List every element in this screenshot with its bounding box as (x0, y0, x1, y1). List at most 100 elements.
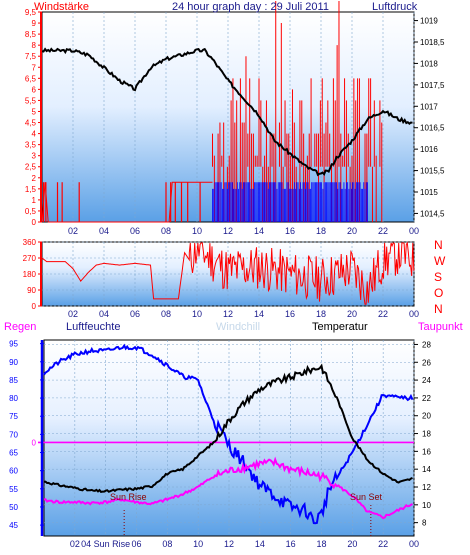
wind-direction-line (41, 241, 415, 305)
pressure-right-tick-label: 1015,5 (420, 167, 445, 176)
humidity-tick-label: 85 (9, 376, 18, 385)
pressure-right-tick-label: 1019 (420, 17, 438, 26)
temperature-tick-label: 28 (422, 340, 431, 349)
temperature-tick-label: 18 (422, 430, 431, 439)
dir-y-tick-label: 270 (23, 254, 37, 263)
direction-label-n2: N (434, 302, 443, 316)
climate-x-tick-label: 12 (224, 539, 234, 549)
wind-left-tick-label: 6,5 (25, 74, 37, 83)
dewpoint-line (43, 456, 413, 520)
direction-label-n1: N (434, 238, 443, 252)
climate-x-tick-label: 04 Sun Rise (81, 539, 130, 549)
wind-x-tick-label: 18 (316, 226, 326, 236)
wind-left-tick-label: 1 (32, 196, 37, 205)
wind-pressure-marks (41, 0, 413, 223)
wind-baseline-line (41, 181, 213, 223)
pressure-right-tick-label: 1016,5 (420, 124, 445, 133)
wind-x-tick-label: 22 (378, 226, 388, 236)
wind-x-tick-label: 00 (409, 226, 419, 236)
wind-x-tick-label: 10 (192, 226, 202, 236)
wind-x-tick-label: 12 (223, 226, 233, 236)
regen-label: Regen (4, 321, 36, 333)
windchill-label: Windchill (216, 321, 260, 333)
rain-zero-label: 0 (32, 438, 37, 447)
wind-x-tick-label: 04 (99, 226, 109, 236)
temperatur-label: Temperatur (312, 321, 368, 333)
wind-left-tick-label: 9 (32, 19, 37, 28)
pressure-right-tick-label: 1018 (420, 59, 438, 68)
wind-x-tick-label: 08 (161, 226, 171, 236)
humidity-tick-label: 65 (9, 449, 18, 458)
humidity-tick-label: 55 (9, 485, 18, 494)
climate-x-tick-label: 08 (162, 539, 172, 549)
humidity-line (43, 343, 414, 525)
temperature-tick-label: 14 (422, 465, 431, 474)
dir-x-tick-label: 10 (192, 309, 202, 319)
climate-x-tick-label: 02 (70, 539, 80, 549)
direction-label-w: W (434, 254, 446, 268)
wind-left-tick-label: 2 (32, 174, 37, 183)
wind-left-tick-label: 3,5 (25, 141, 37, 150)
dir-y-tick-label: 180 (23, 270, 37, 279)
dir-x-tick-label: 08 (161, 309, 171, 319)
pressure-right-tick-label: 1018,5 (420, 38, 445, 47)
luftfeuchte-label: Luftfeuchte (66, 321, 120, 333)
wind-left-tick-label: 7,5 (25, 52, 37, 61)
dir-x-tick-label: 14 (254, 309, 264, 319)
temperature-line (43, 363, 413, 493)
pressure-right-tick-label: 1015 (420, 188, 438, 197)
dir-x-tick-label: 02 (68, 309, 78, 319)
pressure-line (41, 47, 413, 177)
temperature-tick-label: 20 (422, 412, 431, 421)
wind-direction-marks (41, 241, 415, 305)
dir-y-tick-label: 0 (32, 302, 37, 311)
pressure-right-tick-label: 1016 (420, 145, 438, 154)
climate-axes: 02 04 Sun Rise 06 08 10 12 14 16 18 20 22 004550556… (9, 340, 431, 549)
humidity-tick-label: 80 (9, 394, 18, 403)
pressure-right-tick-label: 1017,5 (420, 81, 445, 90)
climate-x-tick-label: 20 (347, 539, 357, 549)
humidity-tick-label: 90 (9, 358, 18, 367)
wind-left-tick-label: 7 (32, 63, 37, 72)
climate-x-tick-label: 10 (193, 539, 203, 549)
wind-left-tick-label: 6 (32, 85, 37, 94)
climate-x-tick-label: 06 (131, 539, 141, 549)
wind-left-tick-label: 4,5 (25, 119, 37, 128)
climate-x-tick-label: 16 (286, 539, 296, 549)
temperature-tick-label: 22 (422, 394, 431, 403)
climate-x-tick-label: 14 (255, 539, 265, 549)
luftdruck-title: Luftdruck (372, 1, 418, 13)
dir-x-tick-label: 22 (378, 309, 388, 319)
wind-left-tick-label: 5,5 (25, 96, 37, 105)
wind-left-tick-label: 0 (32, 218, 37, 227)
climate-x-tick-label: 00 (409, 539, 419, 549)
dir-x-tick-label: 06 (130, 309, 140, 319)
wind-left-tick-label: 4 (32, 130, 37, 139)
dir-x-tick-label: 20 (347, 309, 357, 319)
temperature-tick-label: 8 (422, 519, 427, 528)
wind-x-tick-label: 16 (285, 226, 295, 236)
dir-y-tick-label: 360 (23, 238, 37, 247)
humidity-tick-label: 75 (9, 412, 18, 421)
wind-left-tick-label: 0,5 (25, 207, 37, 216)
dir-x-tick-label: 18 (316, 309, 326, 319)
temperature-tick-label: 12 (422, 483, 431, 492)
wind-pressure-axes: 02 04 06 08 10 12 14 16 18 20 22 0000,511,522,533,5… (25, 8, 445, 236)
dir-x-tick-label: 16 (285, 309, 295, 319)
temperature-tick-label: 24 (422, 376, 431, 385)
humidity-tick-label: 70 (9, 430, 18, 439)
wind-left-tick-label: 3 (32, 152, 37, 161)
pressure-right-tick-label: 1014,5 (420, 209, 445, 218)
climate-x-tick-label: 18 (316, 539, 326, 549)
taupunkt-label: Taupunkt (418, 321, 463, 333)
graph-title: 24 hour graph day : 29 Juli 2011 (172, 1, 329, 13)
dir-x-tick-label: 00 (409, 309, 419, 319)
temperature-tick-label: 16 (422, 447, 431, 456)
windstaerke-title: Windstärke (34, 1, 89, 13)
dir-x-tick-label: 04 (99, 309, 109, 319)
climate-x-tick-label: 22 (378, 539, 388, 549)
wind-x-tick-label: 06 (130, 226, 140, 236)
dir-y-tick-label: 90 (27, 286, 36, 295)
